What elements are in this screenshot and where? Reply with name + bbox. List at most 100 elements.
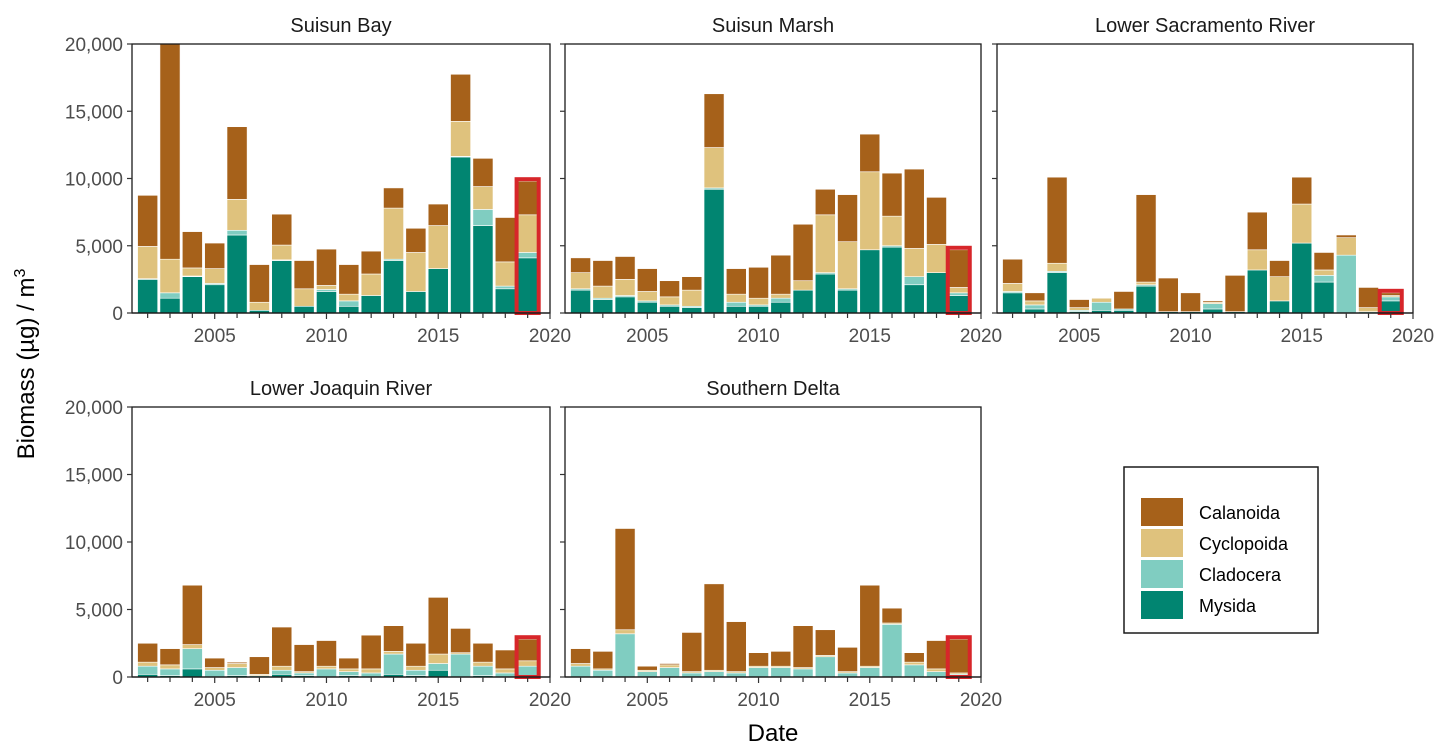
- bar-calanoida: [614, 528, 636, 631]
- bar-mysida: [383, 260, 404, 314]
- bar-cladocera: [517, 252, 539, 259]
- bar-cyclopoida: [903, 661, 925, 666]
- panels: Suisun Bay 0 5,000 10,000 15,000 20,000 2005 20…: [65, 15, 1434, 711]
- bar-mysida: [1291, 242, 1313, 314]
- bar-mysida: [725, 305, 747, 314]
- bar-calanoida: [450, 628, 471, 654]
- panel-lower-sacramento-river: Lower Sacramento River 2005 2010 2015 2020: [992, 15, 1434, 347]
- bar-cladocera: [427, 663, 449, 671]
- bar-cyclopoida: [614, 629, 636, 635]
- y-tick-label: 0: [112, 668, 123, 689]
- bar-cyclopoida: [159, 664, 181, 670]
- bar-calanoida: [405, 642, 427, 667]
- panel-title: Lower Joaquin River: [250, 378, 433, 400]
- bar-mysida: [450, 156, 471, 314]
- bar-calanoida: [360, 250, 382, 275]
- x-tick-label: 2020: [1392, 326, 1434, 347]
- bar-mysida: [681, 307, 703, 314]
- bar-cyclopoida: [592, 285, 614, 299]
- bar-mysida: [181, 276, 203, 314]
- bar-cladocera: [748, 667, 769, 678]
- bar-mysida: [159, 297, 181, 314]
- y-axis-title-main: Biomass (µg) / m: [13, 278, 40, 460]
- y-tick-label: 0: [112, 304, 123, 325]
- bar-calanoida: [681, 276, 703, 291]
- bar-cladocera: [159, 292, 181, 299]
- bar-cladocera: [472, 209, 494, 226]
- bar-calanoida: [725, 268, 747, 295]
- bar-mysida: [427, 669, 449, 678]
- bar-cyclopoida: [204, 667, 226, 671]
- bar-cyclopoida: [316, 285, 337, 290]
- bar-calanoida: [181, 231, 203, 269]
- bar-mysida: [494, 288, 516, 314]
- bar-cyclopoida: [926, 244, 947, 273]
- bar-mysida: [881, 246, 903, 314]
- bar-mysida: [614, 296, 636, 314]
- x-tick-label: 2015: [849, 690, 891, 711]
- bar-calanoida: [137, 642, 159, 663]
- bar-mysida: [770, 301, 792, 314]
- bar-mysida: [316, 291, 337, 314]
- bar-mysida: [338, 305, 360, 314]
- bar-calanoida: [472, 642, 494, 663]
- bar-cyclopoida: [636, 291, 658, 302]
- bar-calanoida: [636, 665, 658, 671]
- bar-mysida: [472, 225, 494, 314]
- bar-cyclopoida: [570, 272, 591, 290]
- bar-cyclopoida: [360, 668, 382, 674]
- bar-calanoida: [271, 213, 293, 246]
- bar-cyclopoida: [383, 207, 404, 260]
- bar-cladocera: [770, 297, 792, 303]
- bar-calanoida: [837, 194, 858, 243]
- bar-cladocera: [1335, 254, 1357, 314]
- bar-cyclopoida: [494, 261, 516, 287]
- bar-cyclopoida: [1068, 307, 1090, 311]
- bar-mysida: [293, 305, 315, 314]
- bar-cladocera: [792, 668, 814, 678]
- bar-cladocera: [903, 664, 925, 678]
- bar-cyclopoida: [770, 293, 792, 299]
- bar-cyclopoida: [226, 663, 248, 668]
- bar-cladocera: [814, 656, 836, 678]
- bar-cyclopoida: [1002, 283, 1023, 292]
- bar-cyclopoida: [1358, 307, 1379, 312]
- x-tick-label: 2005: [626, 326, 668, 347]
- bar-cyclopoida: [338, 293, 360, 302]
- bar-cladocera: [881, 624, 903, 678]
- bar-cyclopoida: [450, 121, 471, 157]
- bar-cyclopoida: [1091, 297, 1112, 303]
- bar-mysida: [570, 289, 591, 314]
- panel-title: Suisun Bay: [290, 15, 391, 37]
- bar-cladocera: [1024, 304, 1046, 310]
- bar-cladocera: [614, 633, 636, 678]
- bar-calanoida: [703, 93, 725, 148]
- bar-mysida: [405, 291, 427, 314]
- bar-cyclopoida: [614, 279, 636, 296]
- bar-calanoida: [614, 256, 636, 280]
- bar-cladocera: [316, 668, 337, 678]
- bar-calanoida: [517, 180, 539, 216]
- bar-mysida: [703, 188, 725, 314]
- bar-calanoida: [792, 223, 814, 282]
- bar-cladocera: [703, 671, 725, 678]
- x-tick-label: 2020: [960, 690, 1002, 711]
- bar-calanoida: [1046, 176, 1068, 264]
- bar-cyclopoida: [1335, 237, 1357, 256]
- bar-calanoida: [881, 172, 903, 217]
- bar-cladocera: [204, 669, 226, 678]
- bar-cladocera: [159, 668, 181, 676]
- bar-calanoida: [703, 583, 725, 671]
- bar-cladocera: [383, 653, 404, 675]
- x-tick-label: 2005: [194, 326, 236, 347]
- bar-calanoida: [204, 657, 226, 668]
- legend-key-cyclopoida: [1141, 529, 1183, 557]
- bar-cyclopoida: [271, 665, 293, 671]
- bar-calanoida: [859, 584, 881, 667]
- bar-calanoida: [226, 661, 248, 664]
- y-tick-label: 5,000: [75, 237, 123, 258]
- bar-calanoida: [450, 73, 471, 122]
- bar-cladocera: [659, 667, 680, 678]
- bar-cyclopoida: [837, 241, 858, 290]
- bar-cyclopoida: [881, 215, 903, 247]
